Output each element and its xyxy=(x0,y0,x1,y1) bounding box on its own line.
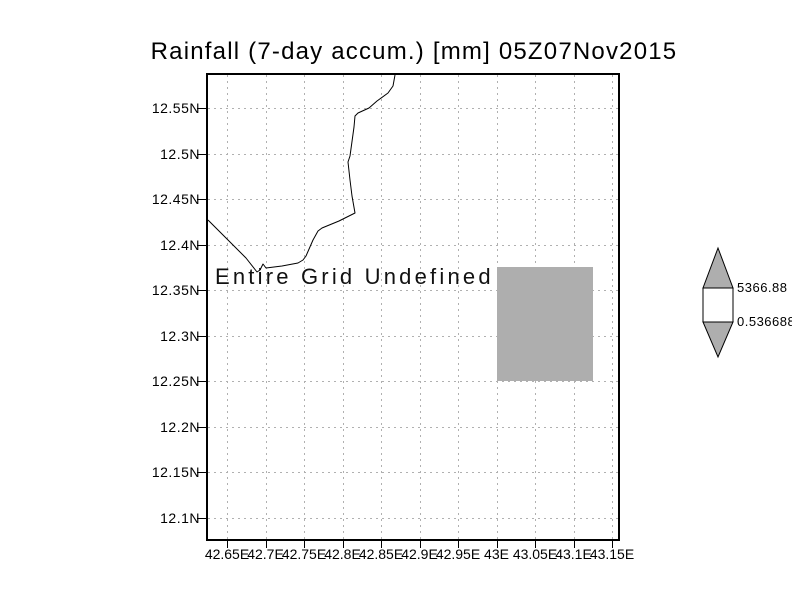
x-axis-tick xyxy=(458,541,459,548)
x-axis-tick xyxy=(265,541,267,548)
x-axis-label: 42.9E xyxy=(401,546,438,562)
colorbar-max-label: 5366.88 xyxy=(737,280,788,295)
y-axis-label: 12.5N xyxy=(160,145,200,162)
x-axis-label: 43.15E xyxy=(589,546,635,562)
y-axis-tick xyxy=(197,426,206,428)
colorbar-body xyxy=(702,287,734,323)
x-axis-tick xyxy=(535,541,536,548)
colorbar-top-arrow xyxy=(702,246,734,289)
y-axis-label: 12.55N xyxy=(151,100,200,116)
x-axis-label: 42.75E xyxy=(281,546,327,562)
x-axis-label: 43.1E xyxy=(555,546,592,562)
map-plot-area: Entire Grid Undefined xyxy=(206,73,620,541)
x-axis-tick xyxy=(496,541,498,548)
x-axis-label: 43.05E xyxy=(512,546,558,562)
vertical-gridline xyxy=(458,75,459,539)
vertical-gridline xyxy=(381,75,382,539)
x-axis-tick xyxy=(342,541,344,548)
y-axis-label: 12.1N xyxy=(160,509,200,526)
y-axis-tick xyxy=(197,244,206,246)
x-axis-tick xyxy=(573,541,575,548)
y-axis-label: 12.4N xyxy=(160,236,200,253)
y-axis-tick xyxy=(197,108,206,109)
undefined-data-cell xyxy=(496,267,593,381)
y-axis-label: 12.45N xyxy=(151,191,200,207)
horizontal-gridline xyxy=(208,517,618,519)
plot-title: Rainfall (7-day accum.) [mm] 05Z07Nov201… xyxy=(150,38,678,65)
vertical-gridline xyxy=(265,75,267,539)
y-axis-label: 12.3N xyxy=(160,327,200,344)
colorbar-min-label: 0.536688 xyxy=(737,314,792,329)
horizontal-gridline xyxy=(208,290,618,291)
y-axis-tick xyxy=(197,472,206,473)
x-axis-tick xyxy=(419,541,421,548)
y-axis-label: 12.35N xyxy=(151,282,200,298)
y-axis-tick xyxy=(197,199,206,200)
x-axis-tick xyxy=(304,541,305,548)
horizontal-gridline xyxy=(208,244,618,246)
coastline-map xyxy=(208,75,396,273)
y-axis-label: 12.25N xyxy=(151,373,200,389)
horizontal-gridline xyxy=(208,335,618,337)
coastline-path xyxy=(208,75,396,273)
x-axis-label: 42.95E xyxy=(435,546,481,562)
y-axis-tick xyxy=(197,381,206,382)
x-axis-label: 42.8E xyxy=(324,546,361,562)
y-axis-label: 12.15N xyxy=(151,464,200,480)
vertical-gridline xyxy=(227,75,228,539)
vertical-gridline xyxy=(342,75,344,539)
vertical-gridline xyxy=(304,75,305,539)
colorbar-bottom-arrow xyxy=(702,321,734,359)
x-axis-tick xyxy=(381,541,382,548)
x-axis-label: 42.7E xyxy=(247,546,284,562)
x-axis-tick xyxy=(227,541,228,548)
y-axis-tick xyxy=(197,153,206,155)
vertical-gridline xyxy=(419,75,421,539)
grid-undefined-message: Entire Grid Undefined xyxy=(215,264,494,289)
y-axis-label: 12.2N xyxy=(160,418,200,435)
horizontal-gridline xyxy=(208,426,618,428)
vertical-gridline xyxy=(612,75,613,539)
y-axis-tick xyxy=(197,335,206,337)
colorbar xyxy=(702,246,734,359)
horizontal-gridline xyxy=(208,381,618,382)
y-axis-tick xyxy=(197,290,206,291)
x-axis-tick xyxy=(612,541,613,548)
x-axis-label: 42.65E xyxy=(204,546,250,562)
horizontal-gridline xyxy=(208,108,618,109)
horizontal-gridline xyxy=(208,153,618,155)
horizontal-gridline xyxy=(208,199,618,200)
horizontal-gridline xyxy=(208,472,618,473)
x-axis-label: 42.85E xyxy=(358,546,404,562)
x-axis-label: 43E xyxy=(484,546,509,562)
y-axis-tick xyxy=(197,517,206,519)
